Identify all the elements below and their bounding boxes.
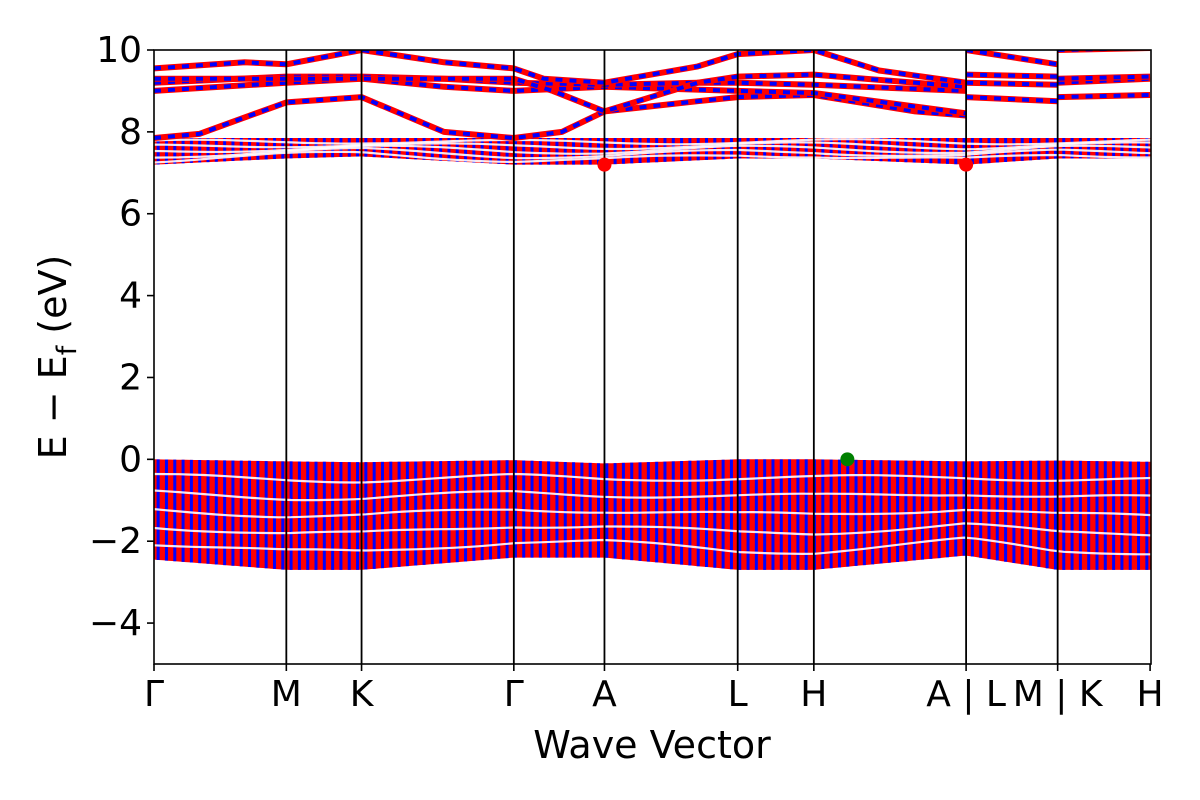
y-tick-label: 0 xyxy=(119,439,142,480)
valence-band-gap xyxy=(154,508,1151,519)
y-axis-label-main: E − E xyxy=(31,355,75,459)
x-tick-label: A xyxy=(592,674,617,715)
vbm-marker xyxy=(840,452,855,467)
upper-band-3-spin-up xyxy=(966,72,1058,79)
valence-band-gap xyxy=(154,472,1151,484)
y-tick-label: 2 xyxy=(119,357,142,398)
plot-frame xyxy=(153,49,1152,665)
y-tick-label: 8 xyxy=(119,112,142,153)
y-tick-label: −2 xyxy=(89,521,142,562)
upper-band-1-spin-up xyxy=(1057,93,1151,100)
y-tick-label: −4 xyxy=(89,603,142,644)
conduction-band-gap xyxy=(154,138,1151,146)
valence-band-fill xyxy=(154,459,1151,570)
x-axis-label: Wave Vector xyxy=(533,723,771,767)
kpoint-lines xyxy=(285,50,1059,664)
y-ticks: −4 −2 0 2 4 6 8 10 xyxy=(89,30,154,644)
x-tick-label: K xyxy=(350,674,375,715)
upper-band-2-spin-up xyxy=(1057,76,1151,85)
y-axis-label: E − Ef (eV) xyxy=(31,255,83,460)
valence-band-gap xyxy=(154,536,1151,556)
extrema-points xyxy=(597,157,974,467)
upper-band-4-spin-up xyxy=(965,50,1058,67)
cbm-marker xyxy=(959,157,974,172)
x-tick-label: A | L xyxy=(926,674,1006,715)
x-tick-label: H xyxy=(800,674,827,715)
conduction-band-gap xyxy=(154,150,1151,164)
conduction-band-gap xyxy=(154,146,1151,160)
y-tick-label: 6 xyxy=(119,194,142,235)
upper-band-2-spin-up xyxy=(966,80,1058,87)
y-axis-label-subscript: f xyxy=(52,344,83,355)
x-tick-label: L xyxy=(728,674,748,715)
y-tick-label: 4 xyxy=(119,276,142,317)
x-tick-label: H xyxy=(1137,674,1164,715)
bands-layer xyxy=(154,50,1151,570)
upper-band-3-spin-up xyxy=(154,72,967,114)
x-tick-label: M xyxy=(271,674,302,715)
valence-band-gap xyxy=(154,522,1151,537)
valence-band-gap xyxy=(154,489,1151,502)
x-tick-label: Γ xyxy=(144,674,164,715)
upper-band-1-spin-up xyxy=(966,95,1058,104)
upper-band-0-spin-down xyxy=(154,92,967,141)
y-axis-label-tail: (eV) xyxy=(31,255,75,346)
y-tick-label: 10 xyxy=(96,30,142,71)
conduction-band-gap xyxy=(154,141,1151,151)
x-tick-label: M | K xyxy=(1013,674,1104,715)
upper-band-3-spin-up xyxy=(1057,74,1151,81)
cbm-marker xyxy=(597,157,612,172)
x-tick-label: Γ xyxy=(504,674,524,715)
